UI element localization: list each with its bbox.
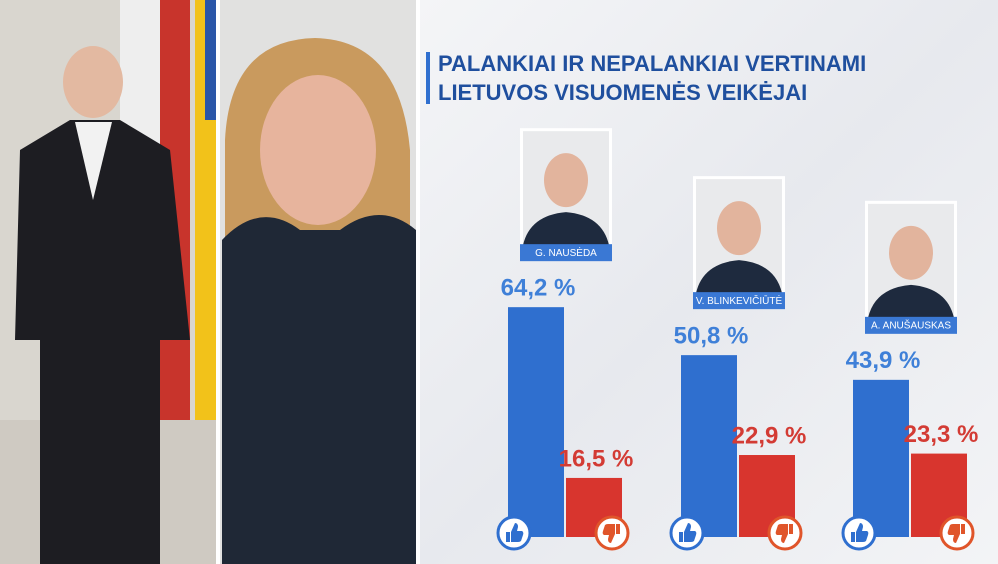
- thumb-shape: [679, 523, 697, 542]
- thumb-shape: [506, 523, 524, 542]
- thumbs-up-icon: [679, 523, 697, 542]
- portrait-face: [717, 201, 761, 256]
- portrait-body: [868, 284, 954, 318]
- value-label: 43,9 %: [846, 347, 921, 374]
- category-label: A. ANUŠAUSKAS: [871, 318, 951, 331]
- photo-left: [0, 0, 216, 564]
- chart-title: LIETUVOS VISUOMENĖS VEIKĖJAI: [438, 80, 807, 105]
- portrait-body: [696, 260, 782, 294]
- value-label: 50,8 %: [674, 322, 749, 349]
- thumbs-down-icon: [602, 524, 620, 543]
- portrait-body: [523, 212, 609, 246]
- thumb-shape: [602, 524, 620, 543]
- bar: [681, 355, 737, 537]
- thumb-shape: [775, 524, 793, 543]
- chart-title: PALANKIAI IR NEPALANKIAI VERTINAMI: [438, 51, 866, 76]
- bar: [853, 379, 909, 537]
- category-label: V. BLINKEVIČIŪTĖ: [696, 294, 783, 307]
- thumb-shape: [947, 524, 965, 543]
- portrait-face: [544, 153, 588, 208]
- name-tag: [520, 244, 612, 262]
- name-tag: [693, 292, 785, 310]
- name-tag: [865, 316, 957, 334]
- thumbs-up-icon: [506, 523, 524, 542]
- portrait-face: [889, 225, 933, 280]
- value-label: 22,9 %: [732, 422, 807, 449]
- thumbs-down-icon: [775, 524, 793, 543]
- thumbs-up-icon: [851, 523, 869, 542]
- photo-middle: [220, 0, 416, 564]
- bar: [508, 307, 564, 537]
- value-label: 64,2 %: [501, 275, 576, 302]
- category-label: G. NAUSĖDA: [535, 246, 597, 259]
- title-accent: [426, 52, 430, 104]
- value-label: 23,3 %: [904, 421, 979, 448]
- value-label: 16,5 %: [559, 445, 634, 472]
- thumbs-down-icon: [947, 524, 965, 543]
- thumb-shape: [851, 523, 869, 542]
